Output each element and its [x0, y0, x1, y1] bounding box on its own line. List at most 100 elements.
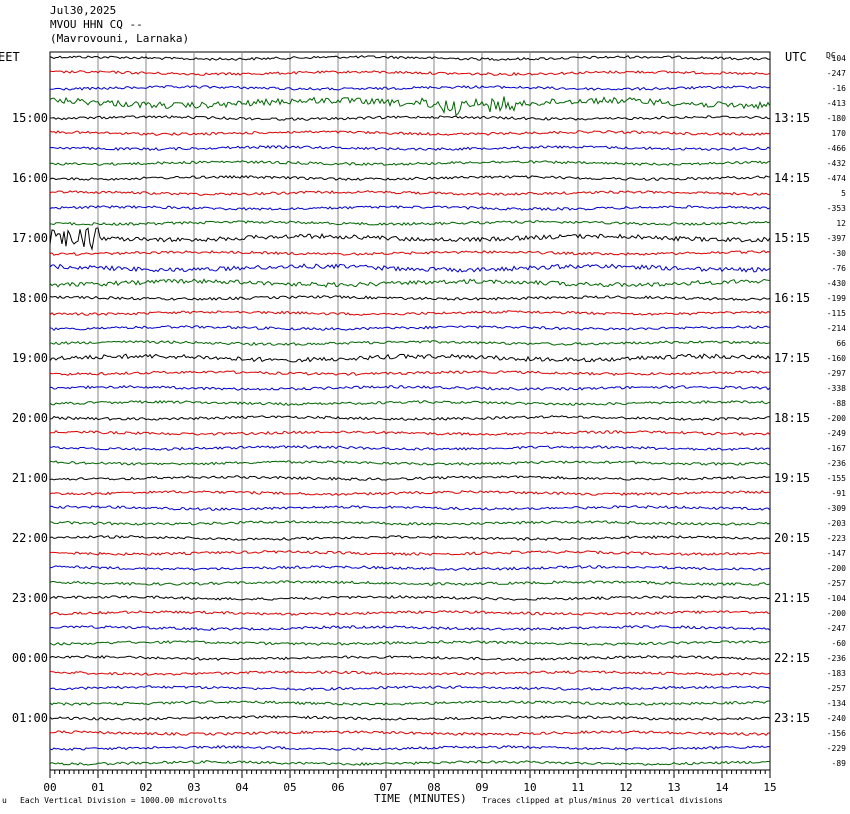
- trace-line: [49, 760, 771, 766]
- right-hour-label: 14:15: [774, 171, 810, 185]
- x-tick-label: 04: [235, 781, 249, 794]
- dc-offset-label: -199: [827, 294, 846, 303]
- left-hour-label: 22:00: [12, 531, 48, 545]
- x-tick-label: 13: [667, 781, 680, 794]
- dc-offset-label: -167: [827, 444, 846, 453]
- left-timezone-label: EET: [0, 50, 20, 64]
- trace-line: [49, 227, 771, 252]
- plot-frame: [49, 51, 771, 771]
- trace-line: [49, 445, 771, 451]
- trace-line: [49, 415, 770, 421]
- dc-offset-label: -247: [827, 69, 846, 78]
- dc-offset-label: -309: [827, 504, 846, 513]
- dc-offset-label: -257: [827, 579, 846, 588]
- dc-offset-label: -297: [827, 369, 846, 378]
- scale-note: Each Vertical Division = 1000.00 microvo…: [20, 796, 228, 805]
- dc-offset-label: -60: [832, 639, 847, 648]
- dc-offset-label: -147: [827, 549, 846, 558]
- trace-line: [49, 655, 771, 661]
- trace-line: [49, 370, 771, 376]
- trace-line: [49, 190, 771, 196]
- trace-line: [49, 220, 771, 226]
- right-hour-label: 13:15: [774, 111, 810, 125]
- trace-line: [49, 595, 771, 601]
- right-timezone-label: UTC: [785, 50, 807, 64]
- x-tick-label: 00: [43, 781, 56, 794]
- left-hour-label: 19:00: [12, 351, 48, 365]
- dc-offset-label: -214: [827, 324, 846, 333]
- x-axis-title: TIME (MINUTES): [374, 792, 467, 805]
- grid: [49, 51, 771, 778]
- dc-offset-labels: -104 -247 -16 -413 -180 170 -466 -432 -474 5 -353 1…: [827, 54, 846, 768]
- left-hour-labels: 15:00 16:00 17:00 18:00 19:00 20:00 21:00 22:00…: [12, 111, 48, 725]
- trace-line: [49, 130, 771, 136]
- trace-line: [49, 610, 770, 616]
- trace-line: [49, 340, 771, 346]
- trace-line: [49, 460, 771, 466]
- trace-line: [49, 385, 771, 391]
- x-tick-label: 11: [571, 781, 584, 794]
- trace-line: [49, 205, 771, 211]
- dc-offset-label: -134: [827, 699, 846, 708]
- trace-line: [49, 519, 771, 526]
- dc-offset-label: -183: [827, 669, 846, 678]
- trace-line: [49, 278, 771, 288]
- dc-offset-label: -236: [827, 459, 846, 468]
- left-hour-label: 01:00: [12, 711, 48, 725]
- x-tick-label: 05: [283, 781, 296, 794]
- trace-line: [50, 85, 771, 91]
- dc-offset-label: -247: [827, 624, 846, 633]
- left-hour-label: 16:00: [12, 171, 48, 185]
- dc-offset-label: -432: [827, 159, 846, 168]
- dc-offset-label: -16: [832, 84, 847, 93]
- trace-line: [49, 745, 771, 751]
- dc-offset-label: -240: [827, 714, 846, 723]
- dc-offset-label: -249: [827, 429, 846, 438]
- left-hour-label: 17:00: [12, 231, 48, 245]
- left-hour-label: 18:00: [12, 291, 48, 305]
- dc-offset-label: -413: [827, 99, 846, 108]
- trace-line: [49, 399, 771, 406]
- dc-offset-label: -200: [827, 414, 846, 423]
- trace-line: [49, 294, 771, 301]
- dc-offset-label: -353: [827, 204, 846, 213]
- left-hour-label: 15:00: [12, 111, 48, 125]
- dc-offset-label: -115: [827, 309, 846, 318]
- clip-note: Traces clipped at plus/minus 20 vertical…: [482, 796, 723, 805]
- dc-offset-label: -223: [827, 534, 846, 543]
- trace-line: [49, 580, 771, 586]
- dc-offset-label: -88: [832, 399, 847, 408]
- trace-line: [49, 55, 770, 61]
- right-hour-label: 18:15: [774, 411, 810, 425]
- right-hour-label: 19:15: [774, 471, 810, 485]
- trace-line: [49, 115, 771, 121]
- left-hour-label: 23:00: [12, 591, 48, 605]
- x-tick-label: 09: [475, 781, 488, 794]
- x-tick-label: 08: [427, 781, 440, 794]
- dc-offset-label: -160: [827, 354, 846, 363]
- trace-line: [49, 700, 771, 706]
- trace-line: [49, 353, 771, 363]
- x-tick-label: 07: [379, 781, 392, 794]
- right-hour-label: 17:15: [774, 351, 810, 365]
- trace-line: [49, 174, 771, 181]
- trace-line: [49, 144, 771, 151]
- dc-offset-label: -156: [827, 729, 846, 738]
- trace-line: [49, 550, 771, 557]
- trace-line: [49, 715, 771, 721]
- trace-line: [49, 263, 771, 273]
- dc-offset-label: 5: [841, 189, 846, 198]
- trace-line: [49, 430, 771, 436]
- trace-line: [49, 640, 771, 646]
- trace-line: [49, 310, 771, 316]
- trace-line: [49, 70, 771, 76]
- dc-offset-label: 66: [836, 339, 846, 348]
- dc-offset-label: -89: [832, 759, 847, 768]
- dc-offset-label: -430: [827, 279, 846, 288]
- dc-offset-label: -155: [827, 474, 846, 483]
- dc-header-label: DC: [826, 51, 836, 60]
- right-hour-labels: 13:15 14:15 15:15 16:15 17:15 18:15 19:15 20:15…: [774, 111, 810, 725]
- dc-offset-label: 170: [832, 129, 847, 138]
- trace-line: [49, 685, 771, 691]
